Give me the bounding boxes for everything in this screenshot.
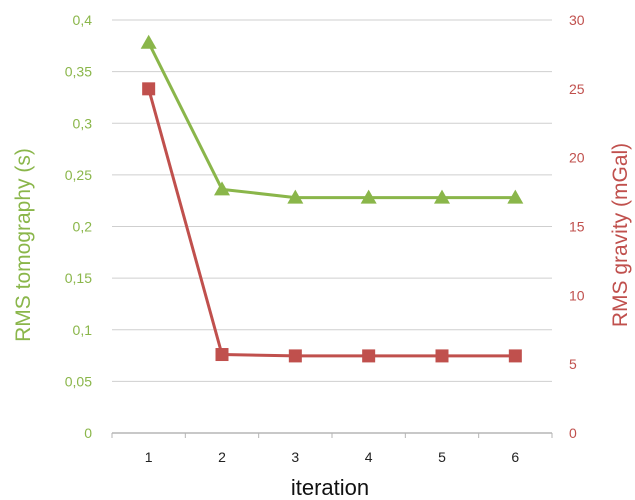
data-point-square — [508, 349, 522, 363]
left-tick-label: 0,05 — [65, 373, 92, 389]
data-point-triangle — [360, 189, 377, 204]
right-tick-label: 10 — [569, 287, 585, 303]
data-point-triangle — [287, 189, 304, 204]
x-tick-label: 5 — [438, 449, 446, 465]
x-tick-label: 3 — [291, 449, 299, 465]
left-tick-label: 0,1 — [73, 322, 93, 338]
x-axis-title: iteration — [291, 475, 369, 500]
right-tick-label: 20 — [569, 150, 585, 166]
series-layer — [140, 34, 524, 363]
x-tick-label: 4 — [365, 449, 373, 465]
data-point-square — [215, 348, 229, 362]
right-tick-label: 25 — [569, 81, 585, 97]
left-tick-label: 0,4 — [73, 12, 93, 28]
left-tick-label: 0,35 — [65, 64, 92, 80]
data-point-square — [435, 349, 449, 363]
data-point-triangle — [140, 34, 157, 49]
left-tick-label: 0,25 — [65, 167, 92, 183]
right-axis-ticks: 0 5 10 15 20 25 30 — [569, 12, 585, 441]
right-tick-label: 5 — [569, 356, 577, 372]
right-tick-label: 30 — [569, 12, 585, 28]
left-tick-label: 0,3 — [73, 115, 93, 131]
right-axis-title: RMS gravity (mGal) — [609, 143, 632, 327]
x-tick-label: 2 — [218, 449, 226, 465]
left-axis-ticks: 0 0,05 0,1 0,15 0,2 0,25 0,3 0,35 0,4 — [65, 12, 92, 441]
right-tick-label: 0 — [569, 425, 577, 441]
data-point-square — [288, 349, 302, 363]
left-tick-label: 0 — [84, 425, 92, 441]
x-axis-ticks: 1 2 3 4 5 6 — [145, 449, 520, 465]
data-point-triangle — [507, 189, 524, 204]
x-tick-label: 1 — [145, 449, 153, 465]
data-point-square — [142, 82, 156, 96]
left-tick-label: 0,15 — [65, 270, 92, 286]
data-point-triangle — [214, 181, 230, 196]
left-tick-label: 0,2 — [73, 219, 93, 235]
data-point-triangle — [434, 189, 450, 204]
left-axis-title: RMS tomography (s) — [12, 148, 35, 342]
x-tick-label: 6 — [511, 449, 519, 465]
series-line-1 — [147, 42, 516, 200]
series-line-2 — [147, 88, 516, 358]
axes — [111, 432, 553, 438]
data-point-square — [362, 349, 376, 363]
right-tick-label: 15 — [569, 219, 585, 235]
